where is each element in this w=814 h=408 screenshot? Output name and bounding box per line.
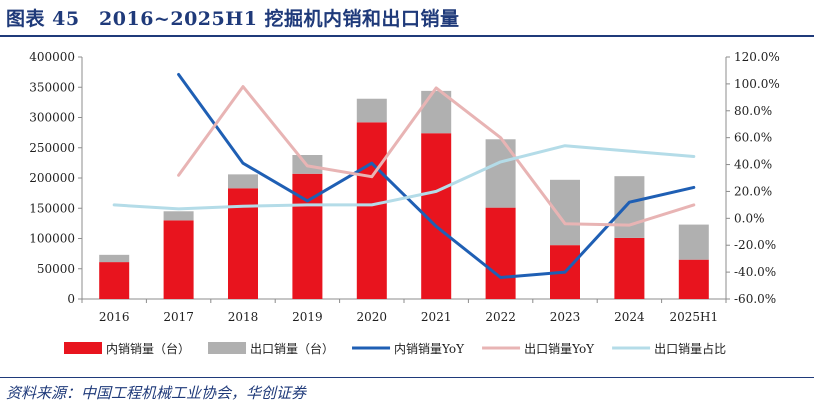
bar-export-sales [356, 98, 387, 123]
bar-export-sales [228, 174, 258, 189]
bar-domestic-sales [485, 207, 516, 299]
x-tick-label: 2023 [550, 310, 581, 324]
legend-label: 出口销量YoY [524, 342, 595, 356]
x-tick-label: 2024 [614, 310, 645, 324]
x-tick-label: 2019 [292, 310, 323, 324]
left-tick-label: 150000 [29, 201, 75, 215]
bar-export-sales [421, 90, 452, 134]
right-tick-label: 20.0% [734, 184, 772, 198]
line-export-share [112, 144, 696, 211]
legend-swatch [64, 342, 102, 354]
figure-title: 图表 45 2016~2025H1 挖掘机内销和出口销量 [6, 8, 460, 30]
combo-chart: 0 50000 100000 150000 200000 250000 300000 3500… [29, 50, 780, 356]
bar-export-sales [163, 211, 194, 221]
bar-export-sales [614, 176, 645, 238]
bar-export-sales [678, 224, 709, 260]
right-tick-label: 100.0% [734, 77, 780, 91]
left-tick-label: 250000 [29, 141, 75, 155]
title-divider [0, 35, 814, 37]
right-tick-label: 80.0% [734, 104, 772, 118]
x-tick-label: 2022 [485, 310, 516, 324]
legend-label: 出口销量占比 [654, 341, 726, 356]
left-tick-label: 350000 [29, 80, 75, 94]
right-tick-label: 120.0% [734, 50, 780, 64]
left-tick-label: 0 [67, 292, 75, 306]
x-tick-label: 2017 [163, 310, 194, 324]
legend-label: 内销销量YoY [394, 342, 465, 356]
x-tick-label: 2018 [228, 310, 259, 324]
bar-export-sales [99, 254, 130, 263]
bar-domestic-sales [99, 262, 130, 299]
x-tick-label: 2021 [421, 310, 452, 324]
right-tick-label: -60.0% [734, 292, 776, 306]
source-note: 资料来源：中国工程机械工业协会，华创证券 [6, 384, 307, 402]
right-tick-label: -40.0% [734, 265, 776, 279]
right-tick-label: 0.0% [734, 211, 765, 225]
bar-domestic-sales [292, 173, 323, 299]
left-tick-label: 100000 [29, 232, 75, 246]
x-tick-label: 2020 [357, 310, 388, 324]
legend-swatch [208, 342, 247, 354]
bar-domestic-sales [614, 237, 645, 299]
right-tick-label: 40.0% [734, 158, 772, 172]
legend-label: 出口销量（台） [250, 341, 334, 356]
source-divider [0, 377, 814, 378]
legend-label: 内销销量（台） [106, 341, 190, 356]
bar-export-sales [550, 179, 580, 246]
bar-domestic-sales [678, 259, 709, 299]
x-tick-label: 2025H1 [669, 310, 718, 324]
bar-domestic-sales [163, 220, 194, 299]
right-tick-label: 60.0% [734, 131, 772, 145]
x-tick-label: 2016 [99, 310, 130, 324]
figure-header: 图表 45 2016~2025H1 挖掘机内销和出口销量 [0, 0, 814, 34]
left-tick-label: 50000 [37, 262, 75, 276]
left-tick-label: 200000 [29, 171, 75, 185]
bar-domestic-sales [356, 122, 387, 299]
right-tick-label: -20.0% [734, 238, 776, 252]
left-tick-label: 400000 [29, 50, 75, 64]
left-tick-label: 300000 [29, 111, 75, 125]
